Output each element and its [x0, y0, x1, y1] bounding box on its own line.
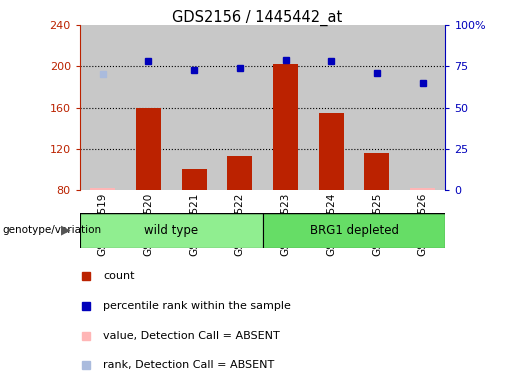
Bar [319, 113, 344, 190]
Bar [263, 213, 445, 248]
Text: percentile rank within the sample: percentile rank within the sample [104, 301, 291, 311]
Bar [400, 25, 445, 190]
Bar [171, 25, 217, 190]
Bar [410, 188, 435, 190]
Text: rank, Detection Call = ABSENT: rank, Detection Call = ABSENT [104, 360, 274, 370]
Bar [126, 25, 171, 190]
Bar [80, 213, 263, 248]
Bar [308, 25, 354, 190]
Bar [354, 25, 400, 190]
Text: value, Detection Call = ABSENT: value, Detection Call = ABSENT [104, 331, 280, 341]
Text: genotype/variation: genotype/variation [3, 225, 101, 235]
Text: GDS2156 / 1445442_at: GDS2156 / 1445442_at [173, 10, 342, 26]
Text: wild type: wild type [144, 224, 198, 237]
Text: count: count [104, 271, 135, 281]
Bar [90, 188, 115, 190]
Bar [181, 169, 207, 190]
Bar [364, 153, 389, 190]
Text: ▶: ▶ [61, 224, 71, 237]
Bar [217, 25, 263, 190]
Bar [227, 156, 252, 190]
Bar [80, 25, 126, 190]
Bar [273, 64, 298, 190]
Text: BRG1 depleted: BRG1 depleted [310, 224, 399, 237]
Bar [136, 108, 161, 190]
Bar [263, 25, 308, 190]
